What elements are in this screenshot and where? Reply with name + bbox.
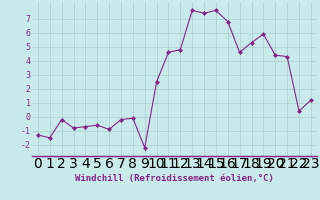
X-axis label: Windchill (Refroidissement éolien,°C): Windchill (Refroidissement éolien,°C)	[75, 174, 274, 183]
